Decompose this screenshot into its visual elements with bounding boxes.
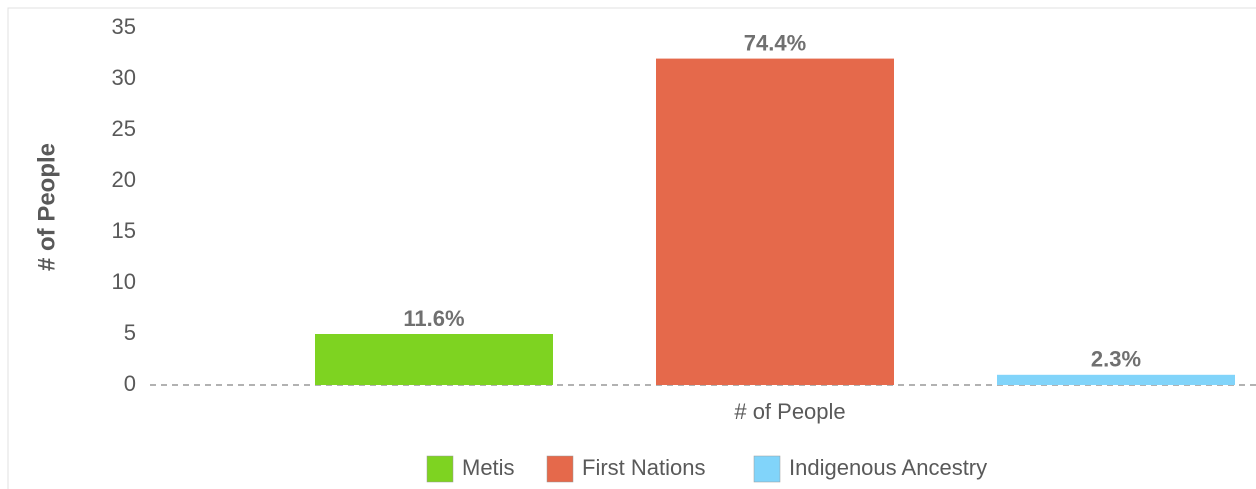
bar [997,374,1235,385]
legend-swatch [546,455,574,483]
data-label: 11.6% [403,306,464,331]
y-tick-label: 15 [112,218,136,243]
y-tick-label: 20 [112,167,136,192]
bar [315,334,553,385]
y-axis-title: # of People [33,143,60,271]
legend-swatch [753,455,781,483]
data-label: 74.4% [744,30,806,55]
y-tick-label: 35 [112,14,136,39]
chart-frame [7,7,1256,489]
data-label: 2.3% [1091,347,1141,372]
x-tick-label: # of People [734,399,845,424]
legend-label: Metis [462,455,515,480]
y-tick-label: 5 [124,320,136,345]
legend-label: Indigenous Ancestry [789,455,987,480]
y-tick-label: 25 [112,116,136,141]
legend-swatch [426,455,454,483]
y-tick-label: 0 [124,371,136,396]
y-tick-label: 30 [112,65,136,90]
y-tick-label: 10 [112,269,136,294]
bar [656,58,894,385]
legend-label: First Nations [582,455,705,480]
